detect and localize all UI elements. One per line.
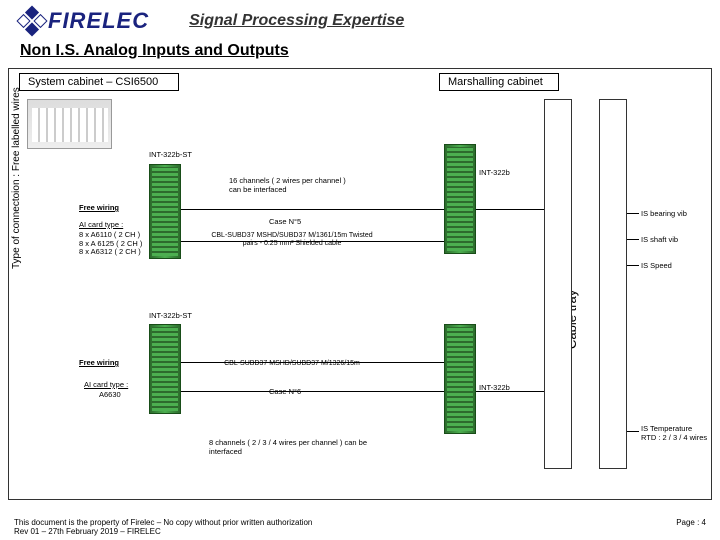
section-title: Non I.S. Analog Inputs and Outputs [0, 38, 720, 68]
plc-icon [27, 99, 112, 149]
system-cabinet-title: System cabinet – CSI6500 [19, 73, 179, 91]
brand-text: FIRELEC [48, 8, 149, 34]
is-bearing-label: IS bearing vib [641, 209, 687, 218]
case-5-label: Case N°5 [269, 217, 301, 226]
page-number: Page : 4 [676, 518, 706, 536]
free-wiring-label: Free wiring [79, 204, 119, 213]
header: FIRELEC Signal Processing Expertise [0, 0, 720, 38]
cable-spec-2: CBL-SUBD37 MSHD/SUBD37 M/1326/15m [204, 359, 380, 369]
ai-cards-upper: 8 x A6110 ( 2 CH ) 8 x A 6125 ( 2 CH ) 8… [79, 231, 142, 257]
cable-tray-block [544, 99, 572, 469]
terminal-block-icon [444, 144, 476, 254]
ai-card-title: AI card type : [79, 221, 123, 230]
ai-card-lower: A6630 [99, 391, 121, 400]
ai-card-title-2: AI card type : [84, 381, 128, 390]
terminal-block-icon [149, 164, 181, 259]
tagline: Signal Processing Expertise [189, 12, 404, 30]
terminal-block-icon [444, 324, 476, 434]
footer-copyright: This document is the property of Firelec… [14, 518, 312, 536]
int322b-st-label: INT-322b-ST [149, 151, 192, 160]
marshalling-strip [599, 99, 627, 469]
ylabel-connection-type: Type of connectoion : Free labelled wire… [11, 87, 22, 269]
free-wiring-label-2: Free wiring [79, 359, 119, 368]
terminal-block-icon [149, 324, 181, 414]
marshalling-cabinet-title: Marshalling cabinet [439, 73, 559, 91]
int322b-st-label-2: INT-322b-ST [149, 312, 192, 321]
int322b-label: INT-322b [479, 169, 510, 178]
logo: FIRELEC [20, 8, 149, 34]
footer: This document is the property of Firelec… [14, 518, 706, 536]
channels-16-label: 16 channels ( 2 wires per channel ) can … [229, 177, 359, 194]
is-speed-label: IS Speed [641, 261, 672, 270]
diagram-main: System cabinet – CSI6500 Marshalling cab… [8, 68, 712, 500]
is-shaft-label: IS shaft vib [641, 235, 678, 244]
logo-icon [15, 4, 49, 38]
is-temp-label: IS Temperature RTD : 2 / 3 / 4 wires [641, 424, 707, 442]
channels-8-label: 8 channels ( 2 / 3 / 4 wires per channel… [209, 439, 369, 456]
